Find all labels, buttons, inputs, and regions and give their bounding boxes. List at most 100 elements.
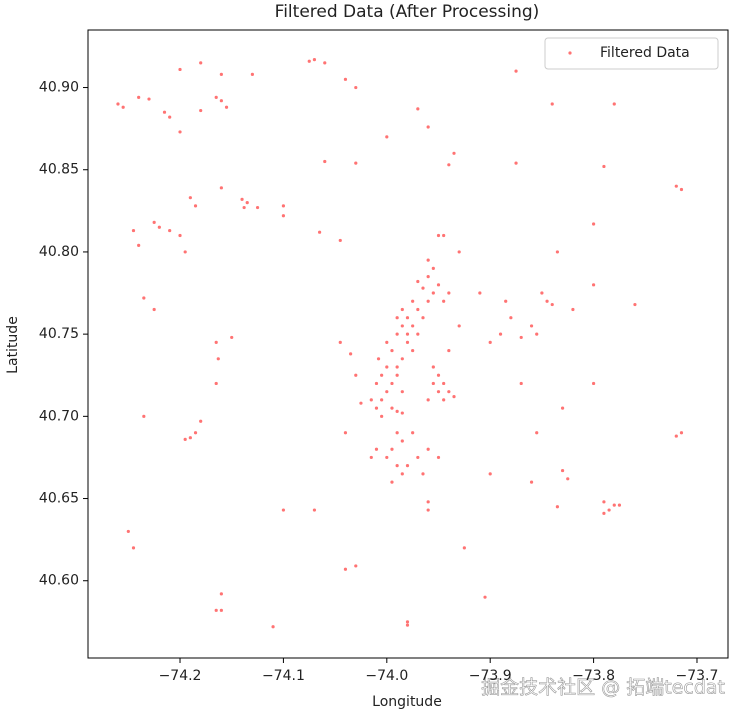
point: [193, 431, 198, 435]
point: [369, 455, 373, 460]
point: [317, 230, 322, 234]
point: [183, 250, 187, 254]
point: [431, 365, 435, 369]
point: [431, 291, 435, 295]
point: [633, 302, 637, 307]
point: [452, 151, 456, 155]
point: [178, 67, 182, 72]
point: [281, 508, 286, 512]
x-tick-label: −74.2: [159, 668, 202, 684]
point: [555, 250, 560, 254]
point: [271, 625, 275, 629]
point: [219, 186, 223, 190]
point: [121, 105, 125, 109]
point: [214, 340, 218, 344]
x-tick-label: −74.0: [365, 668, 408, 684]
point: [281, 204, 286, 208]
point: [245, 201, 249, 205]
point: [431, 381, 435, 386]
point: [374, 406, 379, 410]
point: [152, 307, 156, 312]
point: [426, 398, 430, 402]
point: [529, 324, 534, 328]
point: [193, 204, 198, 208]
point: [457, 324, 461, 328]
point: [602, 500, 606, 504]
point: [395, 464, 399, 468]
point: [529, 480, 534, 484]
point: [509, 316, 513, 320]
point: [126, 529, 130, 534]
point: [188, 436, 192, 440]
point: [519, 335, 523, 340]
point: [359, 401, 363, 405]
point: [550, 302, 554, 307]
point: [612, 102, 616, 106]
point: [216, 357, 220, 361]
point: [214, 381, 218, 386]
y-axis-label: Latitude: [5, 316, 21, 374]
point: [591, 381, 596, 386]
point: [374, 447, 379, 451]
point: [447, 163, 451, 167]
point: [436, 455, 441, 460]
point: [416, 307, 420, 312]
point: [147, 97, 151, 101]
point: [214, 608, 218, 612]
point: [442, 233, 446, 238]
point: [436, 390, 441, 394]
point: [431, 266, 435, 270]
point: [390, 406, 394, 410]
y-tick-label: 40.80: [39, 244, 79, 260]
point: [385, 340, 389, 344]
x-tick-label: −73.9: [469, 668, 512, 684]
point: [183, 437, 187, 441]
point: [242, 205, 246, 210]
point: [354, 161, 358, 165]
point: [426, 274, 430, 279]
point: [405, 620, 410, 624]
chart-title: Filtered Data (After Processing): [275, 2, 540, 22]
point: [400, 307, 404, 312]
point: [380, 414, 384, 418]
point: [416, 455, 420, 460]
point: [447, 291, 451, 295]
point: [131, 546, 136, 550]
point: [452, 395, 456, 399]
point: [411, 324, 415, 328]
point: [354, 373, 358, 377]
point: [374, 381, 379, 386]
point: [395, 409, 399, 414]
point: [411, 348, 415, 353]
point: [426, 447, 430, 451]
legend: Filtered Data: [544, 37, 719, 70]
point: [380, 398, 384, 402]
legend-box: [544, 37, 719, 70]
point: [457, 250, 461, 254]
point: [442, 398, 446, 402]
point: [168, 115, 172, 119]
point: [137, 243, 141, 247]
point: [405, 464, 410, 468]
point: [380, 373, 384, 377]
point: [137, 95, 141, 100]
point: [591, 283, 596, 287]
point: [168, 228, 172, 233]
point: [395, 431, 399, 435]
point: [354, 564, 358, 568]
point: [421, 472, 425, 476]
point: [395, 373, 399, 377]
point: [376, 357, 381, 361]
point: [230, 335, 234, 340]
point: [400, 324, 404, 328]
point: [390, 480, 394, 484]
point: [411, 299, 415, 303]
point: [188, 196, 192, 200]
point: [343, 431, 348, 435]
point: [607, 508, 611, 512]
point: [312, 508, 317, 512]
point: [349, 352, 353, 356]
watermark: 掘金技术社区 @ 拓端tecdat: [481, 677, 725, 699]
